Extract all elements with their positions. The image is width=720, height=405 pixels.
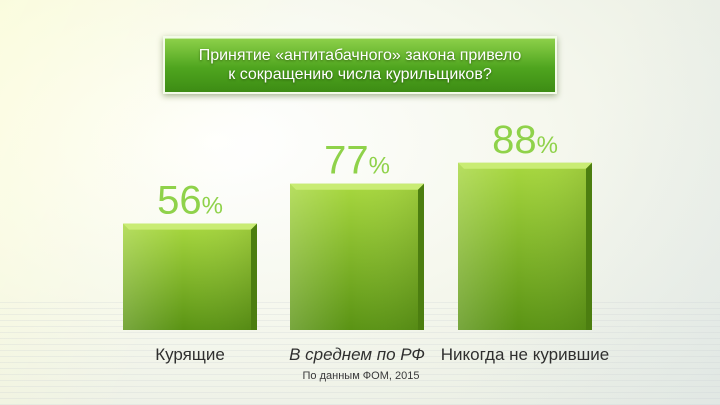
bar-2 — [290, 183, 424, 330]
category-labels-layer: Курящие В среднем по РФ Никогда не куривши… — [155, 345, 609, 364]
value-label-1: 56% — [157, 179, 223, 223]
value-percent-sign: % — [537, 132, 558, 159]
value-percent-sign: % — [202, 193, 223, 220]
chart-title: Принятие «антитабачного» закона привело … — [198, 47, 522, 83]
bar-3 — [458, 162, 592, 330]
bar-shine — [123, 223, 257, 330]
value-label-3: 88% — [492, 118, 558, 162]
category-label-1: Курящие — [155, 345, 225, 364]
source-note: По данным ФОМ, 2015 — [302, 370, 420, 382]
value-number: 56 — [157, 179, 202, 223]
bars-layer — [123, 162, 592, 330]
bar-1 — [123, 223, 257, 330]
value-label-2: 77% — [324, 139, 390, 183]
bar-shine — [458, 162, 592, 330]
chart-title-box: Принятие «антитабачного» закона привело … — [163, 36, 557, 94]
category-label-3: Никогда не курившие — [441, 345, 609, 364]
category-label-2: В среднем по РФ — [289, 345, 425, 364]
bar-top-bevel — [458, 162, 592, 169]
bar-right-bevel — [251, 223, 257, 330]
value-percent-sign: % — [369, 153, 390, 180]
bar-top-bevel — [123, 223, 257, 230]
value-labels-layer: 56%77%88% — [157, 118, 558, 223]
bar-top-bevel — [290, 183, 424, 190]
bar-right-bevel — [586, 162, 592, 330]
value-number: 88 — [492, 118, 537, 162]
bar-right-bevel — [418, 183, 424, 330]
value-number: 77 — [324, 139, 369, 183]
bar-shine — [290, 183, 424, 330]
